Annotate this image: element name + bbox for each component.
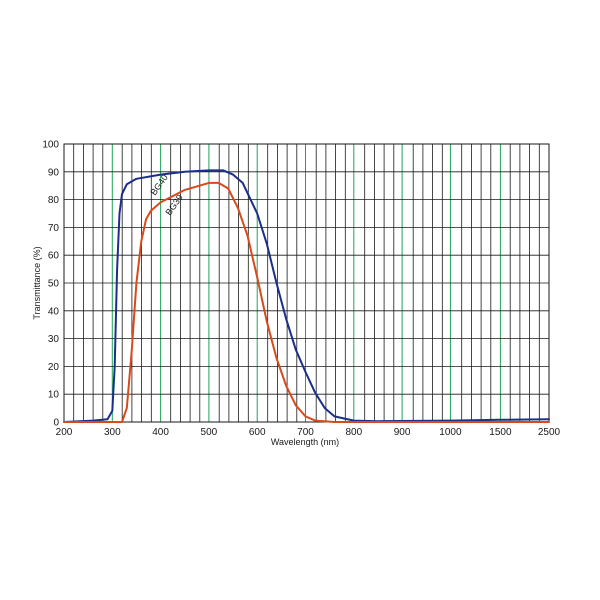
y-tick-label: 30	[48, 334, 60, 345]
plot-frame	[63, 143, 550, 423]
x-tick-label: 900	[394, 427, 411, 438]
y-axis-label: Transmittance (%)	[32, 246, 42, 319]
y-tick-label: 0	[53, 418, 59, 429]
y-tick-label: 80	[48, 195, 60, 206]
x-tick-label: 1000	[439, 427, 462, 438]
y-tick-label: 40	[48, 306, 60, 317]
x-tick-label: 600	[249, 427, 266, 438]
x-tick-label: 200	[56, 427, 73, 438]
y-tick-label: 100	[42, 140, 59, 151]
series-group	[63, 169, 550, 423]
x-tick-label: 700	[297, 427, 314, 438]
series-line-bg39	[63, 181, 550, 423]
y-tick-label: 90	[48, 167, 60, 178]
y-tick-label: 70	[48, 223, 60, 234]
y-tick-label: 50	[48, 279, 60, 290]
x-tick-label: 800	[345, 427, 362, 438]
x-tick-label: 400	[152, 427, 169, 438]
y-tick-label: 60	[48, 251, 60, 262]
grid	[63, 143, 550, 423]
x-tick-label: 300	[104, 427, 121, 438]
x-tick-label: 500	[201, 427, 218, 438]
x-tick-label: 1500	[489, 427, 512, 438]
x-axis-label: Wavelength (nm)	[271, 437, 339, 447]
series-line-bg40	[63, 169, 550, 423]
x-tick-labels: 200 300 400 500 600 700 800 900 1000 1500 2500	[56, 427, 561, 438]
y-tick-label: 10	[48, 390, 60, 401]
x-tick-label: 2500	[538, 427, 561, 438]
y-tick-labels: 0 10 20 30 40 50 60 70 80 90 100	[42, 140, 59, 429]
y-tick-label: 20	[48, 362, 60, 373]
